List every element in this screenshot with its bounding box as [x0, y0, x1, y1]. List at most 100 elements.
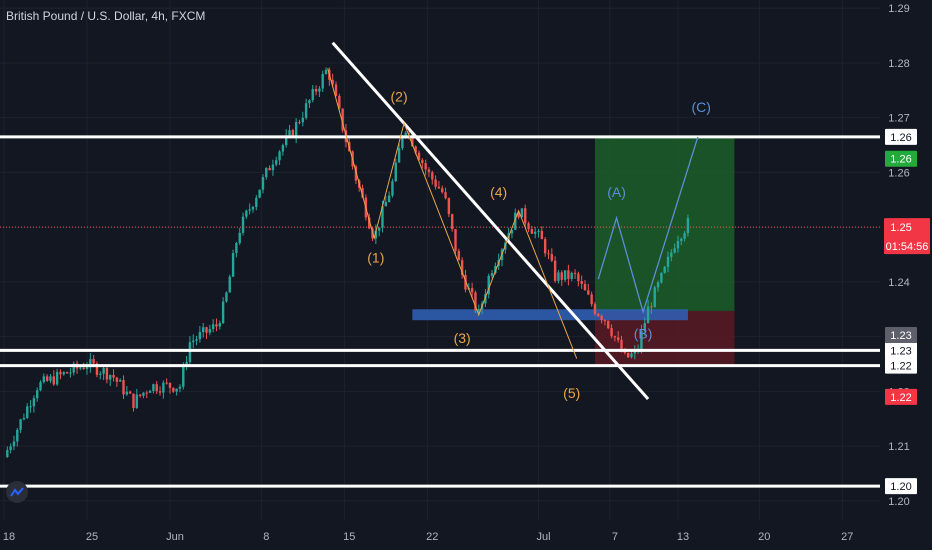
candle-body — [650, 306, 653, 308]
projection-path — [597, 136, 699, 315]
candle-body — [620, 339, 623, 352]
candle-body — [195, 339, 198, 341]
candle-body — [308, 100, 311, 104]
time-tick-label: 25 — [86, 531, 98, 543]
candle-body — [666, 256, 670, 267]
candle-body — [338, 95, 341, 109]
candle-body — [65, 372, 69, 374]
candle-body — [434, 179, 437, 187]
time-tick-label: 20 — [758, 531, 770, 543]
candle-body — [241, 216, 245, 233]
candle-body — [231, 253, 235, 277]
time-tick-label: Jun — [166, 531, 184, 543]
candle-body — [318, 88, 321, 92]
candle-body — [414, 146, 417, 153]
candle-body — [16, 429, 19, 442]
candle-body — [543, 239, 547, 254]
candle-body — [377, 227, 381, 231]
candle-body — [135, 394, 138, 409]
candle-body — [288, 130, 291, 136]
candle-body — [577, 273, 580, 282]
candle-body — [381, 206, 384, 228]
drawings — [0, 41, 880, 488]
candle-body — [411, 133, 414, 147]
candle-body — [334, 84, 338, 96]
time-axis: 18 25 Jun 8 15 22 Jul 7 13 20 27 — [0, 520, 932, 550]
level-badge — [885, 128, 917, 145]
candle-body — [570, 272, 573, 279]
candle-body — [573, 272, 577, 274]
candle-body — [122, 380, 125, 395]
wave-label: (A) — [607, 184, 626, 200]
candle-body — [417, 152, 421, 161]
time-tick-label: Jul — [536, 531, 550, 543]
candle-body — [663, 266, 666, 273]
candle-body — [165, 382, 168, 384]
candle-body — [245, 210, 248, 217]
candle-body — [540, 230, 544, 240]
candle-body — [510, 229, 514, 234]
chart-title: British Pound / U.S. Dollar, 4h, FXCM — [6, 9, 206, 23]
candle-body — [238, 232, 241, 244]
candle-body — [271, 164, 275, 171]
candle-body — [105, 368, 109, 380]
candle-body — [148, 390, 152, 393]
candles — [6, 67, 690, 458]
candle-body — [82, 367, 85, 370]
candle-body — [547, 253, 550, 255]
candle-body — [341, 108, 344, 131]
candle-body — [258, 189, 261, 198]
candle-body — [32, 398, 36, 407]
candle-body — [676, 241, 680, 249]
wave-label: (4) — [490, 184, 507, 200]
candle-body — [142, 392, 145, 396]
candle-body — [560, 272, 563, 280]
candle-body — [407, 132, 411, 134]
axis-badge-label: 1.26 — [890, 154, 911, 166]
candle-body — [162, 382, 165, 393]
candle-body — [557, 272, 560, 281]
candle-body — [583, 283, 587, 291]
time-axis-background — [0, 520, 932, 550]
candle-body — [132, 393, 135, 409]
candle-body — [517, 212, 520, 218]
wave-label: (2) — [391, 88, 408, 104]
candle-body — [62, 372, 65, 375]
time-tick-label: 13 — [677, 531, 689, 543]
candle-body — [49, 376, 52, 381]
candle-body — [580, 281, 583, 284]
candle-body — [630, 353, 633, 358]
candle-body — [391, 181, 394, 196]
countdown-label: 01:54:56 — [886, 241, 929, 253]
candle-body — [520, 208, 524, 218]
time-tick-label: 22 — [426, 531, 438, 543]
candle-body — [6, 450, 9, 458]
candle-body — [255, 197, 258, 207]
candle-body — [235, 243, 238, 254]
candle-body — [490, 272, 494, 276]
candle-body — [597, 314, 600, 316]
candle-body — [686, 218, 690, 234]
candle-body — [221, 301, 225, 324]
price-tick-label: 1.28 — [888, 58, 909, 70]
level-badge-label: 1.23 — [890, 345, 911, 357]
candle-body — [158, 391, 162, 393]
wave-labels: (1) (2) (3) (4) (5) (A) (B) (C) — [367, 88, 711, 401]
candle-body — [36, 390, 39, 399]
candle-body — [354, 166, 358, 181]
candle-body — [421, 160, 424, 164]
candle-body — [590, 294, 593, 305]
candle-body — [617, 337, 620, 340]
candle-body — [79, 367, 82, 369]
candle-body — [128, 391, 132, 394]
candle-body — [275, 160, 278, 165]
candle-body — [248, 209, 251, 211]
tradingview-logo-icon[interactable] — [6, 481, 28, 503]
wave-label: (5) — [563, 385, 580, 401]
candle-body — [567, 270, 570, 279]
candle-body — [298, 122, 301, 124]
candle-body — [470, 288, 474, 293]
level-badge-label: 1.22 — [890, 361, 911, 373]
wave-path — [327, 68, 578, 359]
